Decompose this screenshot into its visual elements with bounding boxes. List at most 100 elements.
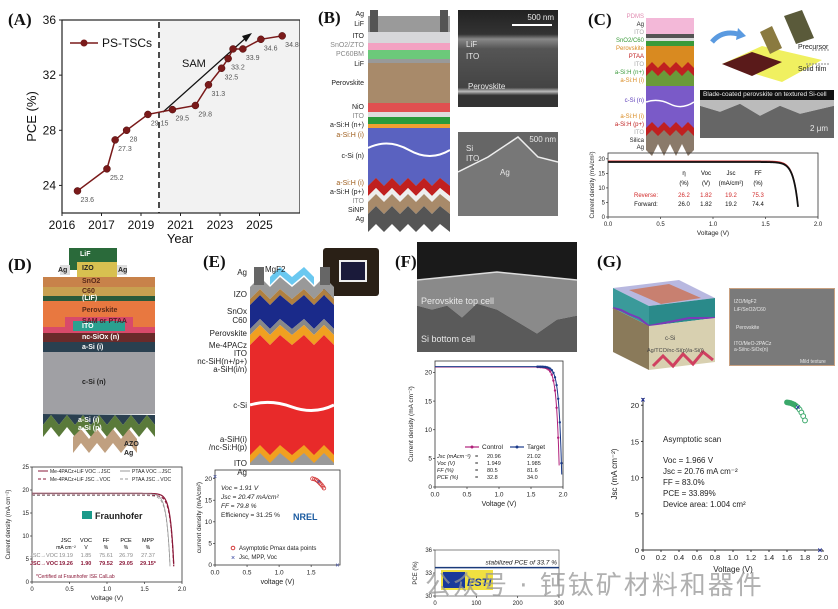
data-label: 33.9 [246, 55, 260, 62]
layer-label: Ag [237, 468, 247, 477]
y-tick-label: 10 [425, 427, 433, 434]
device-label: Ag/TCO/nc-Si(p)/a-Si(i) [647, 348, 704, 354]
x-axis-label: Year [167, 231, 194, 245]
chart-a: 2016 2017 2019 2021 2023 2025 24 28 32 36 Year PCE … [24, 13, 300, 245]
table-cell: Voc (V) [437, 461, 455, 467]
chart-c: 0.0 0.5 1.0 1.5 2.0 0 5 10 15 20 Voltage (V) Curren… [590, 151, 823, 237]
chart-g: 0 0.2 0.4 0.6 0.8 1.0 1.2 1.4 1.6 1.8 2.0 0 5 10 15 20 V… [610, 396, 828, 574]
data-point [557, 436, 560, 439]
sem-label: Perovskite [468, 82, 506, 91]
table-cell: 29.15* [140, 561, 157, 567]
eu-flag [443, 572, 465, 588]
y-axis-label: Current density (mA cm⁻²) [6, 490, 12, 560]
data-point [550, 368, 553, 372]
x-axis-label: Voltage (V) [91, 595, 123, 602]
layer-label: nc-SiH(n+/p+) [197, 357, 247, 366]
x-tick-label: 2017 [88, 218, 115, 232]
layer-label: a-Si (i) [78, 417, 100, 424]
panel-d: (D) LiF Ag IZO Ag SnO2 C60 (LiF) Perovsk… [0, 245, 200, 609]
sem-label: Perovskite top cell [421, 296, 495, 306]
layer-label: SnO2 [82, 278, 101, 285]
jv-curve [32, 493, 171, 565]
x-tick-label: 2025 [246, 218, 273, 232]
sem-label: IZO/MgF2 [734, 299, 757, 305]
sem-caption: Blade-coated perovskite on textured Si-c… [700, 90, 834, 100]
table-cell: Forward: [634, 202, 658, 208]
panel-c-label: (C) [588, 10, 612, 29]
table-cell: 29.05 [119, 561, 133, 567]
jsc-mpp-voc-marker: × [335, 563, 339, 570]
layer-label: Perovskite [209, 329, 247, 338]
layer-label: ITO [233, 459, 247, 468]
layer-label: LiF [354, 61, 364, 68]
x-tick-label: 0.5 [462, 492, 471, 499]
layer-label: c-Si [233, 401, 247, 410]
table-cell: = [475, 468, 478, 474]
x-tick-label: 2.0 [558, 492, 567, 499]
data-label: 31.3 [211, 91, 225, 98]
fraunhofer-logo: Fraunhofer [95, 511, 143, 521]
sem-label: Si [466, 144, 474, 153]
footnote: *Certified at Fraunhofer ISE CalLab [36, 574, 115, 580]
data-point [550, 373, 553, 377]
layer-label: a-Si:H (n+) [329, 122, 364, 129]
table-cell: 21.02 [527, 454, 541, 460]
y-tick-label: 20 [631, 401, 639, 410]
table-header: η [682, 171, 685, 177]
panel-f-label: (F) [395, 252, 417, 271]
jsc-mpp-voc-marker: × [818, 546, 823, 555]
legend-label: Asymptotic Pmax data points [239, 546, 316, 552]
panel-g-sem: IZO/MgF2 LiF/SnO2/C60 Perovskite ITO/MeO… [729, 288, 835, 366]
data-point [555, 406, 558, 410]
layer-label: a-SiH(i) [219, 435, 247, 444]
table-unit: V [84, 545, 88, 551]
panel-e-layer-labels: Ag MgF2 IZO SnOx C60 Perovskite Me-4PACz… [195, 265, 285, 477]
table-header: FF [754, 171, 762, 177]
annotation: Voc = 1.966 V [663, 456, 714, 465]
x-tick-label: 2016 [49, 218, 76, 232]
table-unit: (mA/cm²) [719, 181, 744, 187]
y-tick-label: 20 [205, 476, 213, 483]
jsc-mpp-voc-marker: × [317, 479, 321, 486]
layer-label: ITO [634, 62, 644, 68]
data-point [168, 105, 177, 114]
sem-label: ITO [466, 52, 480, 61]
y-axis-label: current density (mA/cm²) [196, 482, 203, 553]
y-tick-label: 10 [631, 474, 639, 483]
y-tick-label: 10 [205, 519, 213, 526]
layer-label: Ag [355, 11, 364, 18]
table-header: FF [103, 538, 110, 544]
layer-label: Perovskite [82, 307, 118, 314]
table-cell: 19.2 [725, 193, 737, 199]
pmax-point [310, 476, 315, 481]
x-tick-label: 100 [471, 601, 482, 607]
data-point [553, 376, 557, 379]
x-tick-label: 0 [30, 587, 34, 593]
data-point [144, 110, 152, 119]
table-cell: 34.0 [527, 475, 538, 481]
x-tick-label: 1.5 [526, 492, 535, 499]
chart-f-stability: 0100200300303336Time (s)PCE (%)stabilize… [413, 548, 565, 607]
data-point [549, 367, 552, 370]
jv-curve [32, 495, 171, 567]
table-unit: % [146, 545, 151, 551]
layer-label: PC60BM [335, 51, 364, 58]
jsc-mpp-voc-marker: × [213, 474, 217, 481]
panel-a-label: (A) [8, 10, 32, 29]
nrel-logo: NREL [293, 512, 318, 522]
table-unit: % [104, 545, 109, 551]
plot-frame [434, 360, 564, 488]
table-cell: 1.82 [700, 202, 712, 208]
data-label: 28 [130, 136, 138, 143]
y-tick-label: 0 [428, 484, 432, 491]
x-tick-label: 0.8 [710, 553, 720, 562]
layer-label: Ag [237, 268, 247, 277]
y-tick-label: 15 [631, 437, 639, 446]
layer-label: ITO [233, 349, 247, 358]
layer-label: IZO [233, 290, 247, 299]
layer-label: a-Si:H (i) [620, 78, 644, 84]
x-tick-label: 0.5 [243, 570, 252, 577]
y-tick-label: 20 [22, 488, 29, 494]
annotation: FF = 83.0% [663, 478, 705, 487]
data-point [553, 389, 557, 392]
